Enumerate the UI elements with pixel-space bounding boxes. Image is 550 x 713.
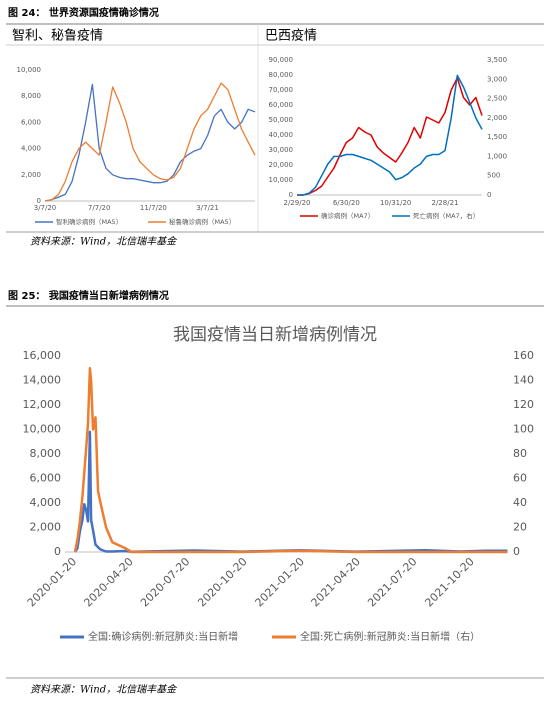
y2-tick-label: 20 <box>513 521 527 534</box>
y2-tick-label: 1,000 <box>487 152 507 160</box>
y2-tick-label: 80 <box>513 447 527 460</box>
y2-tick-label: 40 <box>513 496 527 509</box>
y-tick-label: 30,000 <box>269 146 294 154</box>
figure-source: 资料来源：Wind，北信瑞丰基金 <box>30 684 178 696</box>
y2-tick-label: 3,500 <box>487 56 507 64</box>
y-tick-label: 2,000 <box>30 521 62 534</box>
x-tick-label: 10/31/20 <box>380 199 411 207</box>
y-tick-label: 40,000 <box>269 131 294 139</box>
x-tick-label: 2/29/20 <box>284 199 311 207</box>
y2-tick-label: 1,500 <box>487 133 507 141</box>
y-tick-label: 6,000 <box>21 118 41 126</box>
y2-tick-label: 3,000 <box>487 75 507 83</box>
x-tick-label: 3/7/21 <box>196 204 219 212</box>
series-line <box>73 367 508 554</box>
series-line <box>297 77 483 196</box>
x-tick-label: 6/30/20 <box>333 199 360 207</box>
x-tick-label: 7/7/20 <box>88 204 111 212</box>
legend-label: 死亡病例（MA7，右） <box>413 211 479 220</box>
y-tick-label: 12,000 <box>23 398 62 411</box>
y-tick-label: 50,000 <box>269 116 294 124</box>
y2-tick-label: 2,500 <box>487 95 507 103</box>
y2-tick-label: 2,000 <box>487 114 507 122</box>
y-tick-label: 4,000 <box>30 496 62 509</box>
y-tick-label: 6,000 <box>30 472 62 485</box>
x-tick-label: 3/7/20 <box>34 204 57 212</box>
series-line <box>297 74 483 196</box>
y2-tick-label: 140 <box>513 374 534 387</box>
x-tick-label: 2020-07-20 <box>138 555 192 609</box>
y-tick-label: 20,000 <box>269 161 294 169</box>
x-tick-label: 2021-01-20 <box>253 555 307 609</box>
y-tick-label: 4,000 <box>21 145 41 153</box>
x-tick-label: 2/28/21 <box>432 199 459 207</box>
x-tick-label: 2020-01-20 <box>25 555 79 609</box>
chart-title: 巴西疫情 <box>265 28 317 44</box>
figure-caption: 图 25： 我国疫情当日新增病例情况 <box>8 289 169 302</box>
chart-title: 智利、秘鲁疫情 <box>12 28 103 44</box>
legend-label: 智利确诊病例（MA5） <box>56 217 122 226</box>
x-tick-label: 2020-10-20 <box>195 555 249 609</box>
legend-label: 确诊病例（MA7） <box>321 211 374 220</box>
figure-caption: 图 24： 世界资源国疫情确诊情况 <box>8 6 159 19</box>
series-line <box>44 82 256 202</box>
x-tick-label: 2021-07-20 <box>365 555 419 609</box>
x-tick-label: 2020-04-20 <box>81 555 135 609</box>
y2-tick-label: 500 <box>487 172 500 180</box>
legend-label: 全国:确诊病例:新冠肺炎:当日新增 <box>88 630 238 643</box>
legend-label: 全国:死亡病例:新冠肺炎:当日新增（右） <box>300 630 480 643</box>
y-tick-label: 2,000 <box>21 171 41 179</box>
y-tick-label: 10,000 <box>17 66 42 74</box>
y-tick-label: 60,000 <box>269 101 294 109</box>
y-tick-label: 0 <box>289 191 293 199</box>
y-tick-label: 8,000 <box>30 447 62 460</box>
y-tick-label: 90,000 <box>269 56 294 64</box>
y-tick-label: 14,000 <box>23 374 62 387</box>
y-tick-label: 70,000 <box>269 86 294 94</box>
y2-tick-label: 0 <box>487 191 491 199</box>
y2-tick-label: 0 <box>513 545 520 558</box>
y-tick-label: 0 <box>37 197 41 205</box>
chart-title: 我国疫情当日新增病例情况 <box>173 325 377 345</box>
y-tick-label: 0 <box>54 545 61 558</box>
x-tick-label: 2021-04-20 <box>309 555 363 609</box>
y-tick-label: 16,000 <box>23 349 62 362</box>
legend-label: 秘鲁确诊病例（MA5） <box>169 217 235 226</box>
y2-tick-label: 160 <box>513 349 534 362</box>
y-tick-label: 10,000 <box>23 423 62 436</box>
y-tick-label: 80,000 <box>269 71 294 79</box>
x-tick-label: 2021-10-20 <box>422 555 476 609</box>
x-tick-label: 11/7/20 <box>140 204 167 212</box>
y2-tick-label: 120 <box>513 398 534 411</box>
y-tick-label: 8,000 <box>21 92 41 100</box>
series-line <box>44 83 256 202</box>
y-tick-label: 10,000 <box>269 176 294 184</box>
figure-source: 资料来源：Wind，北信瑞丰基金 <box>30 236 178 248</box>
y2-tick-label: 60 <box>513 472 527 485</box>
series-line <box>73 430 508 554</box>
y2-tick-label: 100 <box>513 423 534 436</box>
